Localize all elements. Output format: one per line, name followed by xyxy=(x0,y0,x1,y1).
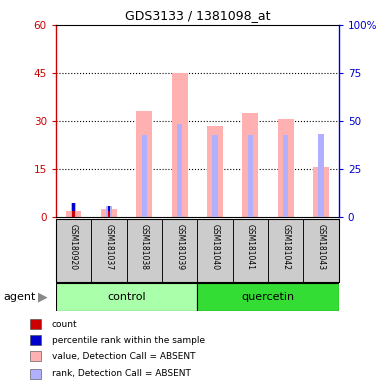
Bar xyxy=(197,219,233,282)
Bar xyxy=(318,134,324,217)
Bar xyxy=(278,119,294,217)
Text: GSM181041: GSM181041 xyxy=(246,224,255,270)
Bar xyxy=(30,351,42,361)
Bar xyxy=(56,283,197,311)
Bar xyxy=(30,319,42,329)
Bar xyxy=(136,111,152,217)
Bar xyxy=(243,113,258,217)
Text: GSM181042: GSM181042 xyxy=(281,224,290,270)
Text: quercetin: quercetin xyxy=(241,292,295,302)
Bar xyxy=(108,210,110,217)
Bar xyxy=(30,369,42,379)
Bar xyxy=(213,136,218,217)
Text: GSM181040: GSM181040 xyxy=(211,224,219,270)
Text: rank, Detection Call = ABSENT: rank, Detection Call = ABSENT xyxy=(52,369,191,378)
Bar xyxy=(72,203,75,217)
Text: GSM181037: GSM181037 xyxy=(104,224,114,270)
Text: agent: agent xyxy=(4,292,36,302)
Bar xyxy=(108,206,110,217)
Text: GSM181039: GSM181039 xyxy=(175,224,184,270)
Bar xyxy=(233,219,268,282)
Bar xyxy=(101,209,117,217)
Bar xyxy=(268,219,303,282)
Bar xyxy=(303,219,339,282)
Bar xyxy=(72,210,75,217)
Bar xyxy=(106,206,112,217)
Text: count: count xyxy=(52,319,77,329)
Bar xyxy=(162,219,197,282)
Text: GSM180920: GSM180920 xyxy=(69,224,78,270)
Text: GSM181043: GSM181043 xyxy=(316,224,326,270)
Bar xyxy=(56,219,91,282)
Title: GDS3133 / 1381098_at: GDS3133 / 1381098_at xyxy=(125,9,270,22)
Bar xyxy=(30,335,42,345)
Bar xyxy=(248,136,253,217)
Text: ▶: ▶ xyxy=(38,291,47,304)
Bar xyxy=(71,203,76,217)
Text: GSM181038: GSM181038 xyxy=(140,224,149,270)
Bar xyxy=(65,210,82,217)
Text: percentile rank within the sample: percentile rank within the sample xyxy=(52,336,205,345)
Text: value, Detection Call = ABSENT: value, Detection Call = ABSENT xyxy=(52,352,195,361)
Bar xyxy=(172,73,187,217)
Bar xyxy=(91,219,127,282)
Bar xyxy=(313,167,329,217)
Bar xyxy=(207,126,223,217)
Bar xyxy=(177,124,182,217)
Text: control: control xyxy=(107,292,146,302)
Bar xyxy=(283,136,288,217)
Bar xyxy=(127,219,162,282)
Bar xyxy=(197,283,339,311)
Bar xyxy=(142,136,147,217)
